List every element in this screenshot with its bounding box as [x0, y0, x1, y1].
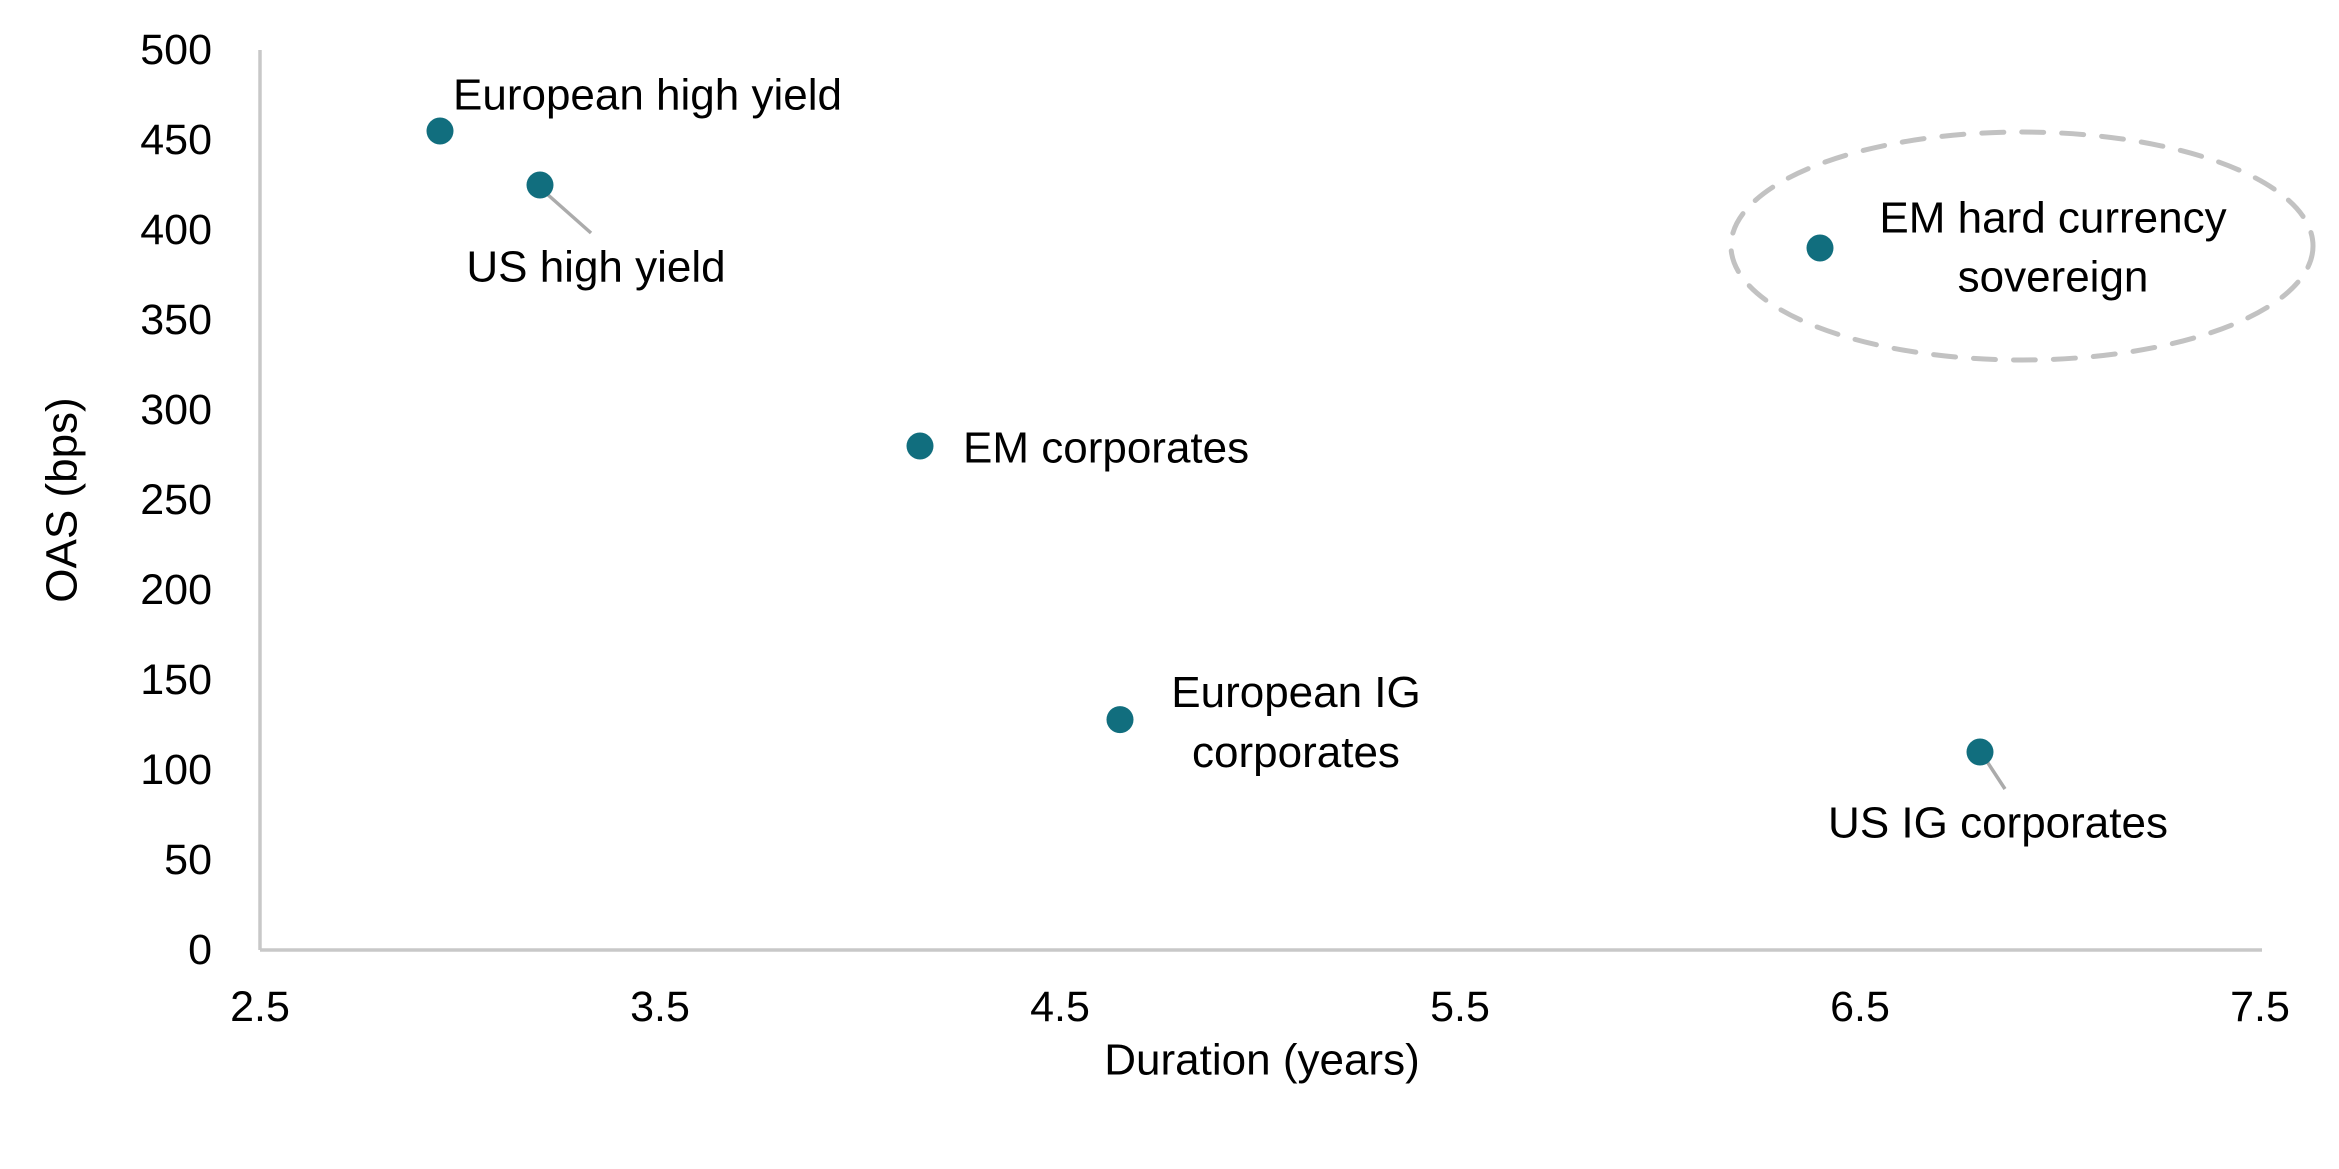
point-dot-em-corporates	[906, 432, 934, 460]
y-tick-label-350: 350	[140, 296, 212, 344]
y-tick-label-0: 0	[188, 926, 212, 974]
y-tick-label-500: 500	[140, 26, 212, 74]
y-axis-title: OAS (bps)	[38, 397, 87, 602]
y-tick-label-200: 200	[140, 566, 212, 614]
point-label-us-high-yield: US high yield	[466, 243, 725, 292]
y-tick-label-150: 150	[140, 656, 212, 704]
leader-line-us-ig-corporates	[1984, 759, 2007, 790]
x-tick-label-2.5: 2.5	[230, 983, 290, 1031]
leader-lines	[545, 192, 2007, 790]
point-dot-em-hard-currency-sovereign	[1806, 234, 1834, 262]
point-dot-us-high-yield	[526, 171, 554, 199]
point-label-european-high-yield: European high yield	[453, 71, 842, 120]
x-tick-label-4.5: 4.5	[1030, 983, 1090, 1031]
point-label-us-ig-corporates: US IG corporates	[1828, 799, 2168, 848]
point-label-european-ig-corporates-line2: corporates	[1192, 728, 1400, 777]
y-axis-tick-labels: 0 50 100 150 200 250 300 350 400 450 500	[140, 26, 212, 974]
y-tick-label-100: 100	[140, 746, 212, 794]
point-label-em-hard-currency-sovereign-line2: sovereign	[1958, 253, 2149, 302]
point-dot-european-high-yield	[426, 117, 454, 145]
point-dot-european-ig-corporates	[1106, 706, 1134, 734]
point-dot-us-ig-corporates	[1966, 738, 1994, 766]
y-tick-label-50: 50	[164, 836, 212, 884]
x-tick-label-7.5: 7.5	[2230, 983, 2290, 1031]
x-tick-label-5.5: 5.5	[1430, 983, 1490, 1031]
y-tick-label-450: 450	[140, 116, 212, 164]
point-label-european-ig-corporates-line1: European IG	[1171, 668, 1421, 717]
y-tick-label-400: 400	[140, 206, 212, 254]
x-axis-tick-labels: 2.5 3.5 4.5 5.5 6.5 7.5	[230, 983, 2290, 1031]
y-tick-label-300: 300	[140, 386, 212, 434]
data-points	[426, 117, 1994, 766]
y-tick-label-250: 250	[140, 476, 212, 524]
point-label-em-corporates: EM corporates	[963, 424, 1249, 473]
leader-line-us-high-yield	[545, 192, 593, 235]
point-label-em-hard-currency-sovereign-line1: EM hard currency	[1879, 194, 2226, 243]
x-axis-title: Duration (years)	[1104, 1036, 1419, 1085]
data-point-labels: European high yield US high yield EM corpo…	[453, 71, 2227, 848]
x-tick-label-3.5: 3.5	[630, 983, 690, 1031]
x-tick-label-6.5: 6.5	[1830, 983, 1890, 1031]
highlight-ellipse	[1728, 129, 2316, 363]
